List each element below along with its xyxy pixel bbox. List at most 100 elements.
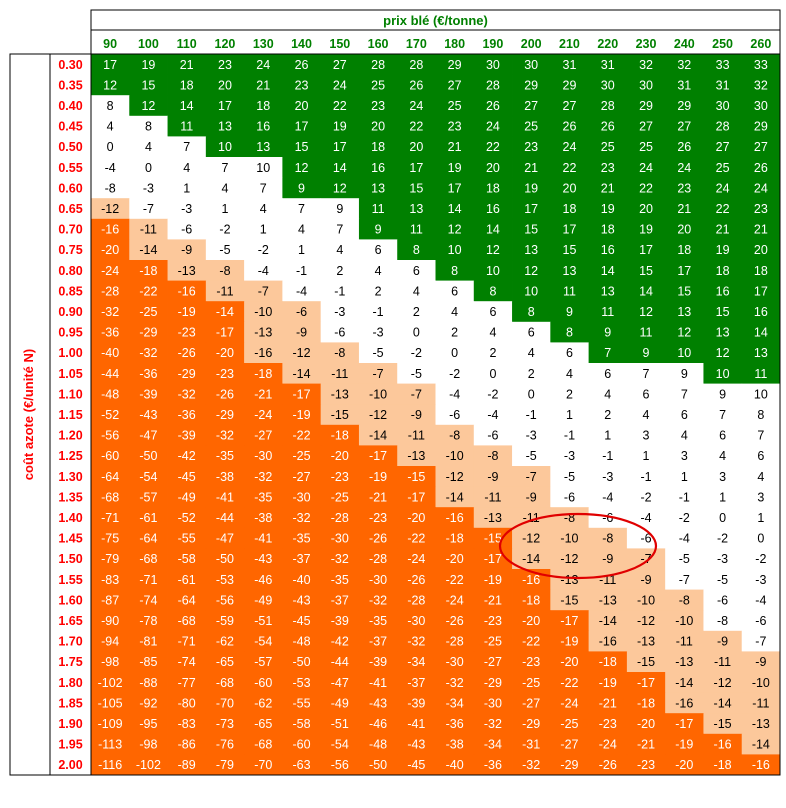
heatmap-cell — [512, 610, 551, 632]
heatmap-cell — [435, 115, 475, 137]
cell-value: 7 — [643, 367, 650, 381]
heatmap-cell — [512, 404, 551, 426]
cell-value: 9 — [681, 367, 688, 381]
cell-value: 28 — [716, 120, 730, 134]
cell-value: -76 — [216, 738, 234, 752]
cell-value: 4 — [643, 408, 650, 422]
heatmap-cell — [703, 672, 743, 693]
heatmap-cell — [741, 280, 781, 302]
col-header-250: 250 — [712, 37, 733, 51]
cell-value: 14 — [601, 264, 615, 278]
cell-value: -47 — [216, 532, 234, 546]
heatmap-cell — [282, 157, 322, 178]
cell-value: -90 — [101, 614, 119, 628]
cell-value: -61 — [139, 511, 157, 525]
heatmap-cell — [473, 527, 513, 549]
cell-value: -19 — [292, 408, 310, 422]
cell-value: 11 — [180, 120, 193, 134]
cell-value: -57 — [254, 655, 272, 669]
heatmap-cell — [626, 239, 666, 261]
cell-value: 15 — [716, 305, 730, 319]
cell-value: 21 — [601, 181, 615, 195]
cell-value: 11 — [372, 202, 385, 216]
cell-value: -4 — [640, 511, 651, 525]
cell-value: 9 — [719, 387, 726, 401]
heatmap-cell — [91, 651, 130, 673]
heatmap-cell — [550, 754, 590, 776]
heatmap-cell — [129, 466, 168, 487]
heatmap-cell — [512, 548, 551, 570]
heatmap-cell — [244, 177, 283, 199]
cell-value: 2 — [375, 284, 382, 298]
heatmap-cell — [435, 136, 475, 158]
heatmap-cell — [397, 177, 436, 199]
cell-value: -13 — [331, 387, 349, 401]
heatmap-cell — [512, 527, 551, 549]
cell-value: -19 — [675, 738, 693, 752]
cell-value: -36 — [446, 717, 464, 731]
heatmap-cell — [550, 651, 590, 673]
heatmap-cell — [91, 74, 130, 96]
cell-value: 18 — [371, 140, 385, 154]
cell-value: -41 — [254, 532, 272, 546]
cell-value: -2 — [717, 532, 728, 546]
heatmap-cell — [665, 733, 704, 755]
heatmap-cell — [91, 630, 130, 652]
heatmap-cell — [550, 466, 590, 487]
cell-value: 25 — [448, 99, 462, 113]
cell-value: 28 — [486, 78, 500, 92]
heatmap-cell — [665, 692, 704, 714]
heatmap-cell — [129, 733, 168, 755]
cell-value: 15 — [639, 264, 653, 278]
cell-value: 23 — [601, 161, 615, 175]
cell-value: 20 — [409, 140, 423, 154]
heatmap-cell — [741, 239, 781, 261]
cell-value: 4 — [528, 346, 535, 360]
heatmap-cell — [358, 754, 398, 776]
heatmap-cell — [244, 239, 283, 261]
heatmap-cell — [358, 136, 398, 158]
heatmap-cell — [512, 157, 551, 178]
heatmap-cell — [588, 115, 628, 137]
heatmap-cell — [550, 321, 590, 343]
row-header-0.60: 0.60 — [58, 181, 82, 195]
cell-value: -24 — [446, 593, 464, 607]
heatmap-cell — [626, 445, 666, 467]
heatmap-cell — [320, 548, 360, 570]
cell-value: 1 — [643, 449, 650, 463]
heatmap-cell — [320, 157, 360, 178]
heatmap-cell — [91, 280, 130, 302]
cell-value: 26 — [601, 120, 615, 134]
heatmap-cell — [588, 383, 628, 405]
heatmap-cell — [167, 198, 207, 220]
cell-value: -64 — [178, 593, 196, 607]
heatmap-cell — [550, 54, 590, 75]
heatmap-cell — [397, 589, 436, 611]
cell-value: 6 — [643, 387, 650, 401]
cell-value: 2 — [528, 367, 535, 381]
cell-value: -62 — [216, 635, 234, 649]
cell-value: -13 — [637, 635, 655, 649]
cell-value: -17 — [407, 490, 425, 504]
heatmap-cell — [550, 548, 590, 570]
cell-value: 4 — [719, 449, 726, 463]
col-header-230: 230 — [636, 37, 657, 51]
heatmap-cell — [167, 218, 207, 240]
cell-value: -43 — [369, 696, 387, 710]
cell-value: 29 — [677, 99, 691, 113]
cell-value: -28 — [407, 593, 425, 607]
cell-value: -2 — [449, 367, 460, 381]
cell-value: -8 — [105, 181, 116, 195]
cell-value: -59 — [216, 614, 234, 628]
heatmap-cell — [205, 54, 245, 75]
heatmap-cell — [588, 507, 628, 529]
cell-value: 27 — [716, 140, 730, 154]
cell-value: 14 — [180, 99, 194, 113]
cell-value: -29 — [560, 758, 578, 772]
cell-value: -23 — [369, 511, 387, 525]
cell-value: -3 — [373, 326, 384, 340]
heatmap-cell — [129, 115, 168, 137]
heatmap-cell — [282, 589, 322, 611]
cell-value: -51 — [331, 717, 349, 731]
cell-value: 16 — [601, 243, 615, 257]
